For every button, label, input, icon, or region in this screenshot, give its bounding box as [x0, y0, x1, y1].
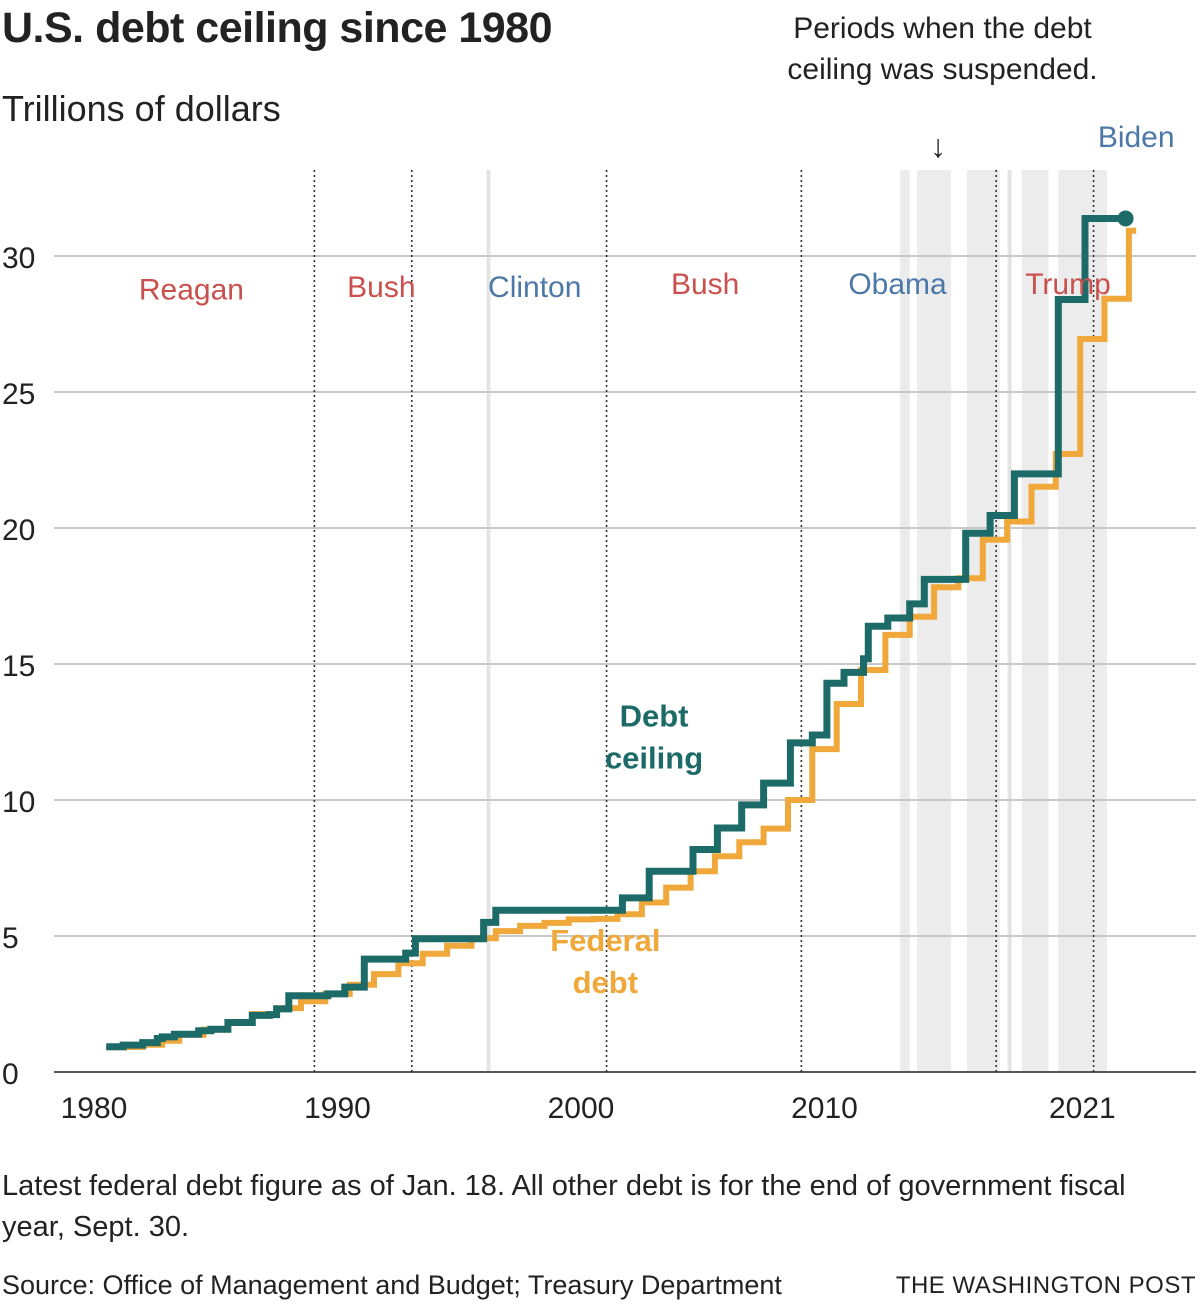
series-line-debt-ceiling	[106, 215, 1122, 1051]
publisher-credit: THE WASHINGTON POST	[895, 1272, 1196, 1299]
president-label-obama-4: Obama	[848, 268, 947, 301]
president-label-biden-6: Biden	[1098, 121, 1175, 154]
suspension-band-1	[917, 170, 952, 1072]
suspension-band-3	[1021, 170, 1049, 1072]
y-tick-label-20: 20	[2, 514, 35, 547]
x-tick-label-1980: 1980	[61, 1092, 128, 1125]
source-note: Source: Office of Management and Budget;…	[2, 1270, 782, 1300]
president-label-trump-5: Trump	[1025, 268, 1111, 301]
chart-footnote: Latest federal debt figure as of Jan. 18…	[2, 1170, 1126, 1243]
president-label-clinton-2: Clinton	[488, 271, 581, 304]
y-tick-label-10: 10	[2, 786, 35, 819]
series-label-debt-ceiling-1: ceiling	[605, 741, 703, 776]
y-tick-label-5: 5	[2, 922, 19, 955]
suspension-arrow-icon: ↓	[930, 128, 946, 164]
president-label-bush-3: Bush	[671, 268, 739, 301]
y-tick-label-25: 25	[2, 378, 35, 411]
x-tick-label-2021: 2021	[1049, 1092, 1116, 1125]
chart-subtitle: Trillions of dollars	[2, 88, 281, 129]
series-label-federal-debt-1: debt	[573, 965, 638, 1000]
series-label-debt-ceiling-0: Debt	[620, 699, 689, 734]
y-tick-label-15: 15	[2, 650, 35, 683]
y-tick-label-0: 0	[2, 1058, 19, 1091]
series-end-dot-debt-ceiling	[1117, 210, 1134, 227]
president-label-reagan-0: Reagan	[139, 274, 244, 307]
x-tick-label-2010: 2010	[791, 1092, 858, 1125]
debt-ceiling-chart: 0 5 10 15 20 25 30 Debt ceiling Federal debt Reagan…	[2, 121, 1196, 1125]
suspension-band-4	[1058, 170, 1107, 1072]
suspension-note: Periods when the debt ceiling was suspen…	[787, 12, 1098, 86]
x-tick-label-1990: 1990	[304, 1092, 371, 1125]
x-tick-label-2000: 2000	[548, 1092, 615, 1125]
suspension-band-2	[966, 170, 1000, 1072]
president-label-bush-1: Bush	[347, 271, 415, 304]
series-label-federal-debt-0: Federal	[550, 923, 660, 958]
y-tick-label-30: 30	[2, 242, 35, 275]
chart-title: U.S. debt ceiling since 1980	[2, 4, 553, 52]
